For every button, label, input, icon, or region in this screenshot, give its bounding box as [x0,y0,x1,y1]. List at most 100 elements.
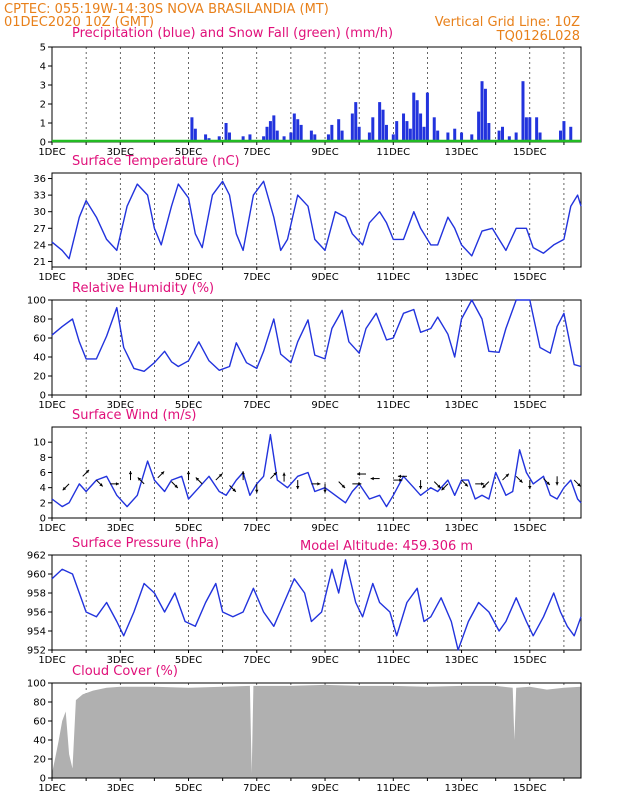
y-tick-label: 0 [40,774,46,785]
x-tick-label: 15DEC [513,655,547,666]
precip-bar [514,132,518,142]
x-tick-label: 3DEC [107,783,134,794]
x-tick-label: 11DEC [376,655,410,666]
precip-bar [292,113,296,142]
precip-bar [384,124,388,142]
precip-bar [248,134,252,142]
y-tick-label: 100 [27,296,46,307]
precip-bar [262,136,266,142]
wind-vector [433,481,441,489]
y-tick-label: 4 [40,62,46,73]
wind-vector [461,479,469,487]
x-tick-label: 7DEC [243,523,270,534]
precip-bar [204,134,208,142]
wind-vector [96,479,104,487]
precip-bar [470,134,474,142]
wind-vector [502,473,510,481]
wind-vector [82,469,90,477]
precip-bar [569,126,573,142]
panel-frame [51,554,582,651]
y-tick-label: 20 [33,372,46,383]
precip-bar [296,119,300,142]
y-tick-label: 962 [27,551,46,562]
wind-vector [186,471,191,481]
x-tick-label: 3DEC [107,147,134,158]
panel-frame [51,426,582,519]
x-tick-label: 15DEC [513,783,547,794]
y-tick-label: 2 [40,498,46,509]
precip-bar [480,81,484,142]
panel-frame [51,299,582,396]
precip-bar [487,123,491,142]
y-tick-label: 40 [33,353,46,364]
x-tick-label: 9DEC [311,783,338,794]
precip-bar [275,130,279,142]
y-tick-label: 100 [27,679,46,690]
y-tick-label: 6 [40,468,46,479]
wind-vector [128,471,133,481]
wind-vector [573,479,581,487]
precip-bar [391,134,395,142]
precip-bar [425,92,429,142]
series-line [51,299,582,372]
wind-vector [323,483,327,493]
y-tick-label: 80 [33,698,46,709]
precip-bar [419,113,423,142]
location-title: CPTEC: 055:19W-14:30S NOVA BRASILANDIA (… [4,2,329,17]
precip-bar [330,124,334,142]
panel-title: Surface Temperature (nC) [72,154,240,169]
y-tick-label: 0 [40,391,46,402]
y-tick-label: 3 [40,81,46,92]
wind-vector [515,475,523,484]
x-tick-label: 5DEC [175,783,202,794]
precip-bar [477,111,481,142]
wind-vector [370,476,380,481]
panel-frame [51,172,582,268]
y-tick-label: 960 [27,570,46,581]
precip-bar [507,136,511,142]
x-tick-label: 9DEC [311,147,338,158]
y-tick-label: 5 [40,43,46,54]
x-tick-label: 11DEC [376,147,410,158]
precip-bar [559,130,563,142]
cloud-area [52,684,581,778]
precip-bar [193,128,197,142]
y-tick-label: 24 [33,240,46,251]
wind-vector [311,482,321,486]
wind-vector [356,472,366,476]
precip-bar [241,136,245,142]
header: CPTEC: 055:19W-14:30S NOVA BRASILANDIA (… [4,2,580,554]
x-tick-label: 1DEC [38,523,65,534]
wind-vector [441,483,449,491]
x-tick-label: 5DEC [175,523,202,534]
wind-vector [215,473,223,481]
panel-5: 952 954 956 958 960 962 1DEC 3DEC 5DEC 7DEC 9DEC 11… [27,536,582,666]
model-code: TQ0126L028 [496,29,580,44]
y-tick-label: 0 [40,138,46,149]
panel-3: 0 20 40 60 80 100 1DEC 3DEC 5DEC 7DEC 9DEC 11DEC 13D… [27,281,582,411]
wind-vector [296,480,300,490]
precip-bar [313,134,317,142]
panel-2: 21 24 27 30 33 36 1DEC 3DEC 5DEC 7DEC 9DEC 11DEC 13D… [33,154,582,283]
precip-bar [562,121,566,142]
wind-vector [393,478,403,482]
y-tick-label: 0 [40,514,46,525]
wind-vector [528,480,532,490]
precip-bar [521,81,525,142]
x-tick-label: 7DEC [243,783,270,794]
precip-bar [337,119,341,142]
precip-bar [528,117,532,142]
precip-bar [422,126,426,142]
wind-vector [352,482,362,486]
wind-vector [229,485,237,493]
wind-vector [282,472,286,482]
precip-bar [357,126,361,142]
precip-bar [501,126,505,142]
y-tick-label: 1 [40,119,46,130]
precip-bar [350,113,354,142]
precip-bar [354,102,358,142]
precip-bar [190,117,194,142]
y-tick-label: 10 [33,438,46,449]
x-tick-label: 1DEC [38,655,65,666]
wind-vector [475,482,485,486]
